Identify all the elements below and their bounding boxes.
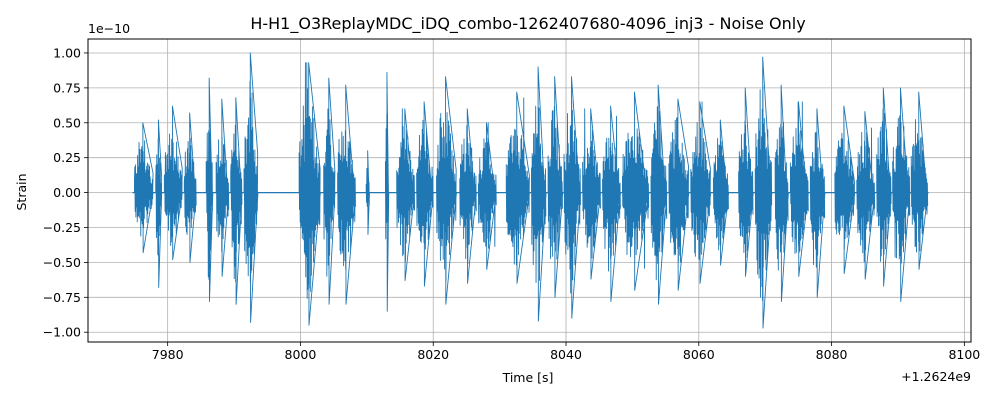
strain-burst bbox=[668, 98, 690, 291]
strain-burst bbox=[774, 84, 789, 302]
strain-burst bbox=[323, 77, 336, 305]
strain-burst bbox=[243, 52, 259, 323]
x-axis-label: Time [s] bbox=[502, 370, 554, 385]
y-tick-label: 1.00 bbox=[53, 45, 81, 60]
x-tick-label: 8000 bbox=[285, 347, 317, 362]
y-tick-label: −1.00 bbox=[43, 325, 81, 340]
y-tick-label: −0.25 bbox=[43, 220, 81, 235]
strain-burst bbox=[215, 98, 230, 277]
x-offset-label: +1.2624e9 bbox=[901, 369, 971, 384]
x-tick-label: 8040 bbox=[550, 347, 582, 362]
grid bbox=[88, 39, 971, 342]
y-tick-label: 0.25 bbox=[53, 150, 81, 165]
strain-burst bbox=[477, 122, 497, 270]
strain-burst bbox=[337, 84, 357, 305]
strain-burst bbox=[738, 87, 754, 277]
strain-burst bbox=[582, 108, 601, 280]
y-axis: −1.00 −0.75 −0.50 −0.25 0.00 0.25 0.50 0.75 1.00 bbox=[43, 45, 88, 340]
strain-burst bbox=[856, 111, 876, 280]
strain-burst bbox=[205, 77, 214, 302]
strain-burst bbox=[230, 97, 243, 305]
strain-burst bbox=[622, 91, 650, 291]
y-tick-label: 0.00 bbox=[53, 185, 81, 200]
strain-burst bbox=[183, 112, 197, 263]
strain-burst bbox=[134, 122, 154, 254]
strain-burst bbox=[298, 62, 321, 326]
x-tick-label: 7980 bbox=[152, 347, 184, 362]
strain-burst bbox=[531, 66, 547, 322]
strain-burst bbox=[563, 76, 582, 319]
strain-burst bbox=[365, 150, 370, 235]
strain-burst bbox=[754, 56, 773, 329]
strain-burst bbox=[876, 87, 892, 287]
plot-area bbox=[132, 52, 929, 329]
strain-burst bbox=[505, 91, 530, 284]
x-tick-label: 8020 bbox=[417, 347, 449, 362]
x-tick-label: 8060 bbox=[683, 347, 715, 362]
strain-burst bbox=[436, 76, 457, 305]
y-tick-label: −0.50 bbox=[43, 255, 81, 270]
strain-burst bbox=[690, 101, 712, 284]
strain-burst bbox=[416, 101, 434, 287]
strain-burst bbox=[459, 108, 477, 284]
strain-burst bbox=[910, 91, 929, 270]
strain-burst bbox=[892, 87, 911, 302]
strain-burst bbox=[384, 72, 390, 312]
strain-burst bbox=[650, 84, 668, 305]
strain-burst bbox=[547, 76, 564, 298]
strain-burst bbox=[602, 105, 621, 302]
strain-burst bbox=[396, 108, 416, 282]
strain-burst bbox=[155, 119, 163, 288]
x-tick-label: 8080 bbox=[816, 347, 848, 362]
strain-burst bbox=[809, 108, 826, 298]
y-tick-label: 0.75 bbox=[53, 80, 81, 95]
axes-frame bbox=[87, 38, 972, 343]
strain-burst bbox=[163, 105, 183, 261]
y-tick-label: −0.75 bbox=[43, 290, 81, 305]
y-tick-label: 0.50 bbox=[53, 115, 81, 130]
y-axis-label: Strain bbox=[14, 173, 29, 210]
strain-burst bbox=[834, 105, 856, 275]
x-tick-label: 8100 bbox=[948, 347, 980, 362]
y-scale-label: 1e−10 bbox=[88, 21, 130, 36]
strain-burst bbox=[712, 119, 730, 266]
strain-burst bbox=[789, 101, 809, 277]
chart-title: H-H1_O3ReplayMDC_iDQ_combo-1262407680-40… bbox=[250, 14, 805, 34]
x-axis: 7980 8000 8020 8040 8060 8080 8100 bbox=[152, 342, 980, 362]
